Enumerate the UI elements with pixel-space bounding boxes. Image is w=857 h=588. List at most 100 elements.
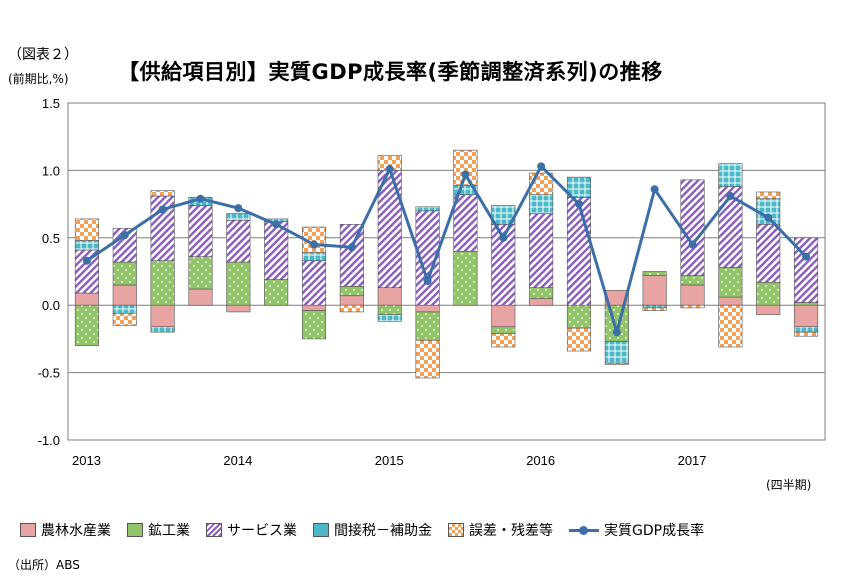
gdp-point xyxy=(196,194,205,203)
bar-segment-error xyxy=(604,362,629,365)
figure-label: （図表２） xyxy=(8,47,78,63)
bar-segment-error xyxy=(756,191,781,200)
bar-segment-agri xyxy=(680,284,705,306)
gdp-point xyxy=(158,205,167,214)
bar-segment-agri xyxy=(188,288,213,306)
gdp-point xyxy=(272,220,281,229)
bar-segment-tax xyxy=(642,304,667,309)
bar-segment-mining xyxy=(794,302,819,306)
bar-segment-agri xyxy=(150,304,175,328)
bar-segment-services xyxy=(112,228,137,263)
bar-segment-tax xyxy=(718,163,743,187)
bar-segment-services xyxy=(529,213,554,288)
purple-hatched-icon xyxy=(206,523,222,537)
y-tick-label: 1.5 xyxy=(42,96,60,111)
gdp-point xyxy=(385,165,394,174)
x-tick-label: 2017 xyxy=(678,453,707,468)
bar-segment-services xyxy=(680,179,705,276)
bar-segment-agri xyxy=(491,304,516,328)
bar-segment-agri xyxy=(756,304,781,315)
bar-segment-mining xyxy=(718,267,743,298)
bar-segment-agri xyxy=(529,298,554,306)
bar-segment-mining xyxy=(491,326,516,334)
y-tick-label: 1.0 xyxy=(42,163,60,178)
bar-segment-error xyxy=(718,304,743,348)
bar-segment-error xyxy=(680,304,705,309)
bar-segment-services xyxy=(566,197,592,306)
bar-segment-mining xyxy=(415,311,440,341)
bar-segment-services xyxy=(756,224,781,283)
gdp-point xyxy=(726,192,735,201)
gdp-point xyxy=(764,213,773,222)
legend-label-mining: 鉱工業 xyxy=(148,523,190,539)
x-tick-label: 2015 xyxy=(375,453,404,468)
gdp-point xyxy=(461,170,470,179)
bar-segment-tax xyxy=(794,326,819,333)
bar-segment-error xyxy=(794,331,819,337)
x-tick-label: 2013 xyxy=(72,453,101,468)
bar-segment-mining xyxy=(301,310,327,340)
bar-segment-mining xyxy=(226,261,251,306)
gdp-point xyxy=(612,328,621,337)
bar-segment-error xyxy=(339,304,364,313)
chart-legend: 農林水産業 鉱工業 サービス業 間接税－補助金 誤差・残差等 実質GDP成長率 xyxy=(20,520,704,540)
bar-segment-mining xyxy=(74,304,99,346)
legend-label-gdp: 実質GDP成長率 xyxy=(604,523,705,539)
legend-item-services: サービス業 xyxy=(206,520,297,540)
y-tick-label: 0.5 xyxy=(42,231,60,246)
gdp-point xyxy=(120,231,129,240)
bar-segment-agri xyxy=(718,296,743,306)
legend-item-mining: 鉱工業 xyxy=(127,520,190,540)
bar-segment-error xyxy=(74,218,99,241)
bar-segment-error xyxy=(566,327,592,352)
bar-segment-agri xyxy=(74,292,99,306)
bar-segment-agri xyxy=(415,304,440,313)
bar-segment-mining xyxy=(377,304,402,315)
y-tick-label: -0.5 xyxy=(38,366,60,381)
bar-segment-services xyxy=(301,260,327,306)
gdp-point xyxy=(82,256,91,265)
bar-segment-mining xyxy=(188,256,213,290)
source-note: （出所）ABS xyxy=(8,558,80,572)
bar-segment-tax xyxy=(150,326,175,333)
bar-segment-error xyxy=(491,333,516,348)
blue-line-marker-icon xyxy=(569,523,599,537)
teal-grid-icon xyxy=(313,523,329,537)
legend-label-tax: 間接税－補助金 xyxy=(334,523,432,539)
bar-segment-error xyxy=(453,149,478,186)
bar-segment-mining xyxy=(264,279,289,306)
bar-segment-error xyxy=(150,190,175,197)
bar-segment-agri xyxy=(339,295,364,306)
chart-title: 【供給項目別】実質GDP成長率(季節調整済系列)の推移 xyxy=(118,60,663,84)
bar-segment-tax xyxy=(604,341,629,364)
bar-segment-error xyxy=(112,312,137,326)
bar-segment-services xyxy=(794,237,819,303)
legend-label-services: サービス業 xyxy=(227,523,297,539)
bar-segment-services xyxy=(453,194,478,252)
x-unit-label: (四半期) xyxy=(766,478,812,492)
y-unit-label: (前期比,%) xyxy=(8,72,69,86)
x-tick-label: 2014 xyxy=(223,453,252,468)
legend-label-agri: 農林水産業 xyxy=(41,523,111,539)
gdp-point xyxy=(234,204,243,213)
bar-segment-mining xyxy=(680,275,705,286)
bar-segment-tax xyxy=(415,206,440,212)
green-dotted-icon xyxy=(127,523,143,537)
gdp-point xyxy=(537,162,546,171)
legend-item-gdp: 実質GDP成長率 xyxy=(569,520,704,540)
gdp-point xyxy=(347,243,356,252)
bar-segment-mining xyxy=(112,261,137,286)
bar-segment-agri xyxy=(794,304,819,328)
bar-segment-error xyxy=(415,339,440,379)
bar-segment-agri xyxy=(642,275,667,306)
bar-segment-services xyxy=(188,205,213,257)
gdp-point xyxy=(574,200,583,209)
bar-segment-tax xyxy=(74,240,99,251)
x-tick-label: 2016 xyxy=(526,453,555,468)
gdp-point xyxy=(688,240,697,249)
orange-checker-icon xyxy=(448,523,464,537)
bar-segment-tax xyxy=(377,314,402,322)
plot-frame xyxy=(67,102,826,441)
bar-segment-mining xyxy=(756,281,781,306)
